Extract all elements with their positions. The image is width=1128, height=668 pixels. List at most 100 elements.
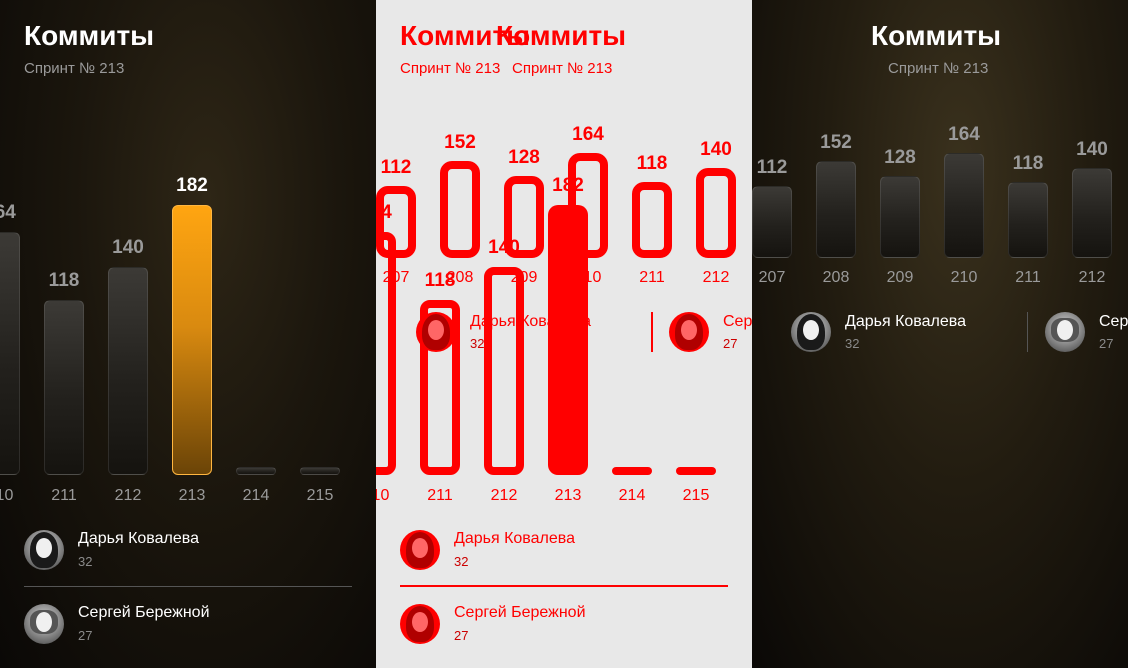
avatar — [416, 312, 456, 352]
category-label: 210 — [950, 269, 978, 286]
user-name: Сергей Бережной — [454, 604, 586, 621]
category-label: 209 — [886, 269, 914, 286]
bar-value: 164 — [0, 201, 16, 223]
category-label: 212 — [1078, 269, 1106, 286]
bar-value: 128 — [884, 147, 916, 169]
divider — [24, 586, 352, 587]
user-count: 27 — [454, 628, 469, 643]
user-count: 27 — [78, 628, 93, 643]
avatar — [669, 312, 709, 352]
user-name: Сер — [1099, 313, 1128, 330]
bar-value: 152 — [444, 131, 476, 153]
divider — [1027, 312, 1028, 352]
bar-value: 118 — [48, 269, 80, 291]
category-label: 211 — [639, 269, 665, 286]
bar-211 — [420, 299, 460, 475]
user-name: Дарья Ковалева — [454, 530, 575, 547]
avatar — [1045, 312, 1085, 352]
divider — [400, 585, 728, 587]
avatar — [400, 530, 440, 570]
bar-213 — [172, 205, 212, 475]
category-label: 214 — [242, 487, 270, 504]
bar-value: 182 — [552, 175, 584, 196]
bar-value: 140 — [488, 237, 520, 259]
bar-value: 118 — [424, 269, 456, 291]
category-label: 211 — [51, 487, 77, 504]
category-label: 214 — [618, 487, 646, 504]
category-label: 215 — [682, 487, 710, 504]
bar-207 — [752, 186, 792, 258]
user-count: 27 — [1099, 336, 1114, 351]
diff-panel: Коммиты Коммиты Спринт № 213 Спринт № 21… — [376, 0, 752, 668]
avatar — [24, 530, 64, 570]
bar-211 — [1008, 182, 1048, 258]
avatar — [24, 604, 64, 644]
bar-211 — [44, 299, 84, 475]
page-subtitle: Спринт № 213 — [400, 60, 501, 77]
bar-215 — [300, 467, 340, 475]
bar-214 — [236, 467, 276, 475]
bar-value: 140 — [112, 237, 144, 259]
bar-212 — [484, 267, 524, 475]
bar-value: 164 — [376, 201, 392, 223]
bar-210 — [0, 231, 20, 475]
bar-212 — [1072, 168, 1112, 258]
category-label: 213 — [178, 487, 206, 504]
user-name: Дарья Ковалева — [78, 530, 199, 547]
category-label: 211 — [427, 487, 453, 504]
category-label: 208 — [822, 269, 850, 286]
left-panel: Коммиты Спринт № 213 164 210 118 211 140 212 1… — [0, 0, 376, 668]
category-label: 210 — [376, 487, 390, 504]
bar-value: 112 — [380, 157, 412, 179]
user-name: Дарья Ковалева — [470, 313, 591, 330]
user-name: Сергей Бережной — [78, 604, 210, 621]
bar-value: 112 — [756, 157, 788, 179]
category-label: 215 — [306, 487, 334, 504]
bar-value: 118 — [636, 153, 668, 175]
bar-214 — [612, 467, 652, 475]
bar-209 — [880, 176, 920, 258]
user-count: 32 — [454, 554, 469, 569]
category-label: 212 — [490, 487, 518, 504]
avatar — [400, 604, 440, 644]
bar-213 — [548, 205, 588, 475]
user-name: Дарья Ковалева — [845, 313, 966, 330]
bar-210 — [944, 153, 984, 258]
category-label: 212 — [702, 269, 730, 286]
category-label: 213 — [554, 487, 582, 504]
bar-value: 164 — [572, 124, 604, 145]
user-count: 32 — [78, 554, 93, 569]
category-label: 210 — [0, 487, 14, 504]
bar-value: 140 — [700, 139, 732, 161]
page-title: Коммиты — [24, 20, 155, 51]
avatar — [791, 312, 831, 352]
bar-212 — [696, 168, 736, 258]
bar-215 — [676, 467, 716, 475]
bar-208 — [440, 160, 480, 258]
page-title: Коммиты — [400, 20, 531, 51]
category-label: 207 — [758, 269, 786, 286]
bar-value: 140 — [1076, 139, 1108, 161]
page-title-ghost: Коммиты — [496, 20, 627, 51]
bar-207 — [376, 186, 416, 258]
bar-210 — [376, 231, 396, 475]
page-subtitle: Спринт № 213 — [888, 60, 989, 77]
page-subtitle: Спринт № 213 — [24, 60, 125, 77]
user-count: 32 — [470, 336, 485, 351]
bar-value: 182 — [176, 175, 208, 196]
category-label: 208 — [446, 269, 474, 286]
bar-211 — [632, 182, 672, 258]
right-panel: Коммиты Спринт № 213 112 207 152 208 128 209 1… — [752, 0, 1128, 668]
page-title: Коммиты — [871, 20, 1002, 51]
divider — [651, 312, 653, 352]
category-label: 212 — [114, 487, 142, 504]
category-label: 211 — [1015, 269, 1041, 286]
user-count: 27 — [723, 336, 738, 351]
bar-212 — [108, 267, 148, 475]
bar-value: 118 — [1012, 153, 1044, 175]
user-name: Серг — [723, 313, 752, 330]
bar-value: 152 — [820, 131, 852, 153]
bar-value: 164 — [948, 124, 980, 145]
bar-208 — [816, 160, 856, 258]
